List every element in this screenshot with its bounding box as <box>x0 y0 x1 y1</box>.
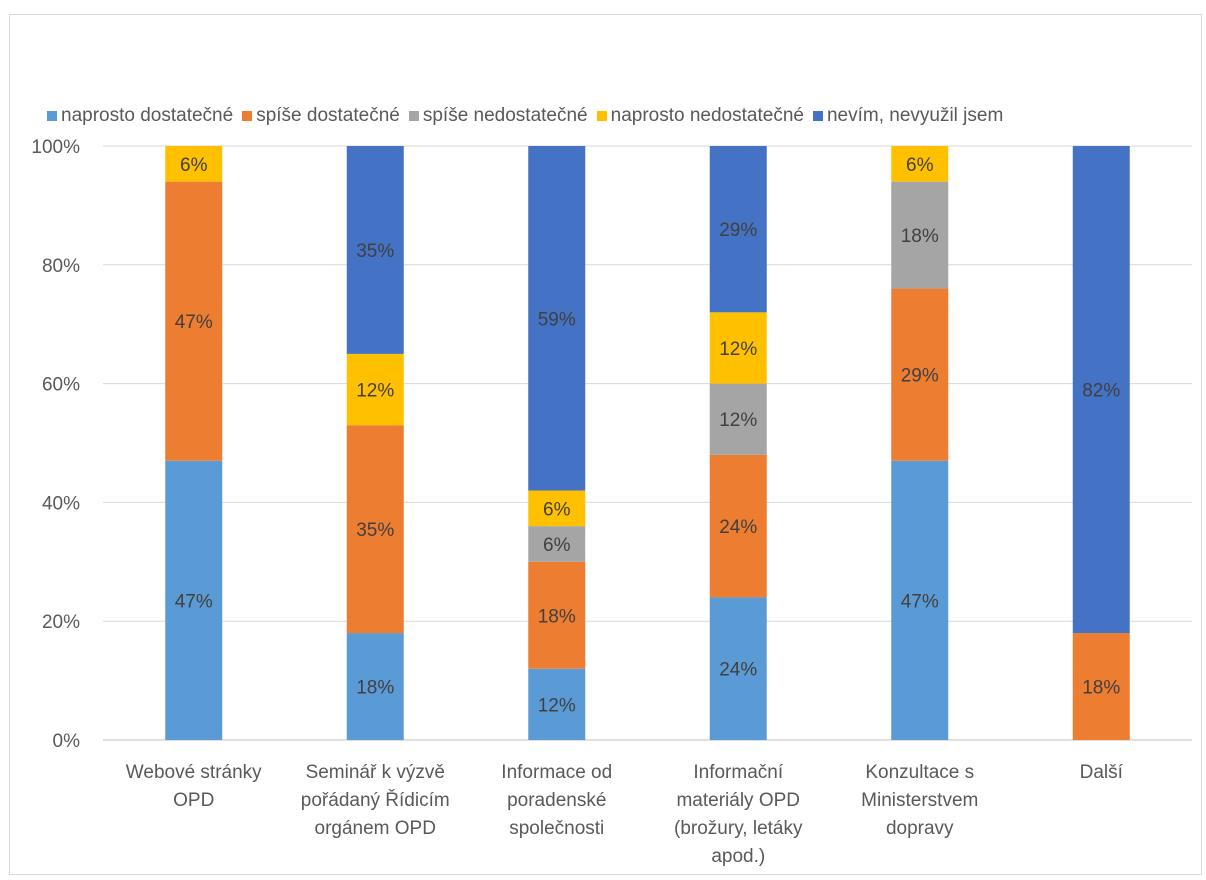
bar-segment <box>528 561 586 669</box>
bar-segment <box>709 454 767 598</box>
x-category-label: dopravy <box>886 818 954 839</box>
data-label: 6% <box>543 535 571 556</box>
bar-segment <box>528 146 586 491</box>
bar-segment <box>165 146 223 182</box>
data-label: 47% <box>175 312 213 333</box>
bar-segment <box>165 181 223 461</box>
bar-segment <box>709 597 767 740</box>
x-category-label: apod.) <box>711 846 765 867</box>
bar-segment <box>346 353 404 426</box>
data-label: 29% <box>901 366 939 387</box>
legend-swatch <box>47 111 57 121</box>
legend-label: naprosto nedostatečné <box>610 105 804 126</box>
legend-item: naprosto dostatečné <box>47 105 233 127</box>
data-label: 18% <box>1082 678 1120 699</box>
x-category-label: Webové stránky <box>126 762 262 783</box>
bar-segment <box>528 490 586 527</box>
y-tick-label: 0% <box>53 731 81 752</box>
data-label: 82% <box>1082 381 1120 402</box>
legend-swatch <box>242 111 253 121</box>
x-category-label: Konzultace s <box>865 762 974 783</box>
y-tick-label: 60% <box>42 375 80 396</box>
data-label: 24% <box>719 660 757 681</box>
data-label: 18% <box>356 678 394 699</box>
legend-swatch <box>596 111 607 121</box>
legend-swatch <box>408 111 419 121</box>
x-category-label: Informační <box>693 762 783 783</box>
data-label: 12% <box>356 381 394 402</box>
data-label: 6% <box>906 155 934 176</box>
bar-segment <box>346 425 404 634</box>
x-category-label: materiály OPD <box>676 790 800 811</box>
legend-label: naprosto dostatečné <box>61 105 234 126</box>
bar-segment <box>165 460 223 740</box>
data-label: 35% <box>356 520 394 541</box>
data-label: 47% <box>901 591 939 612</box>
bar-segment <box>528 526 586 562</box>
x-category-label: Ministerstvem <box>861 790 978 811</box>
data-label: 12% <box>538 695 576 716</box>
x-category-label: Další <box>1080 762 1124 783</box>
data-label: 35% <box>356 241 394 262</box>
x-category-label: OPD <box>173 790 214 811</box>
data-label: 24% <box>719 517 757 538</box>
bar-segment <box>891 460 949 740</box>
legend-item: naprosto nedostatečné <box>596 105 804 127</box>
data-label: 18% <box>901 226 939 247</box>
bar-segment <box>346 633 404 740</box>
bar-segment <box>891 181 949 289</box>
legend-item: nevím, nevyužil jsem <box>812 105 1004 127</box>
bar-segment <box>346 146 404 354</box>
x-category-label: (brožury, letáky <box>674 818 803 839</box>
legend-label: nevím, nevyužil jsem <box>826 105 1004 126</box>
legend-label: spíše nedostatečné <box>422 105 588 126</box>
data-label: 18% <box>538 606 576 627</box>
x-category-label: pořádaný Řídicím <box>301 789 450 811</box>
data-label: 6% <box>180 155 208 176</box>
legend-item: spíše nedostatečné <box>408 105 588 127</box>
data-label: 47% <box>175 591 213 612</box>
legend-swatch <box>812 111 823 121</box>
bar-segment <box>1072 633 1130 740</box>
bar-segment <box>709 383 767 455</box>
bar-segment <box>709 146 767 313</box>
bar-segment <box>528 668 586 740</box>
x-category-label: společnosti <box>509 818 604 839</box>
x-category-label: Informace od <box>501 762 612 783</box>
x-category-label: poradenské <box>507 790 606 811</box>
bar-segment <box>891 146 949 182</box>
data-label: 6% <box>543 499 571 520</box>
bar-segment <box>709 312 767 384</box>
data-label: 29% <box>719 220 757 241</box>
legend-label: spíše dostatečné <box>256 105 400 126</box>
x-category-label: Seminář k výzvě <box>306 762 445 783</box>
y-tick-label: 40% <box>42 493 80 514</box>
data-label: 59% <box>538 309 576 330</box>
legend: naprosto dostatečné spíše dostatečné spíše… <box>47 103 1012 129</box>
y-tick-label: 100% <box>31 137 80 158</box>
y-tick-label: 20% <box>42 612 80 633</box>
y-tick-label: 80% <box>42 256 80 277</box>
data-label: 12% <box>719 339 757 360</box>
legend-item: spíše dostatečné <box>242 105 400 127</box>
x-category-label: orgánem OPD <box>315 818 436 839</box>
bar-segment <box>891 288 949 461</box>
data-label: 12% <box>719 410 757 431</box>
bar-segment <box>1072 146 1130 634</box>
